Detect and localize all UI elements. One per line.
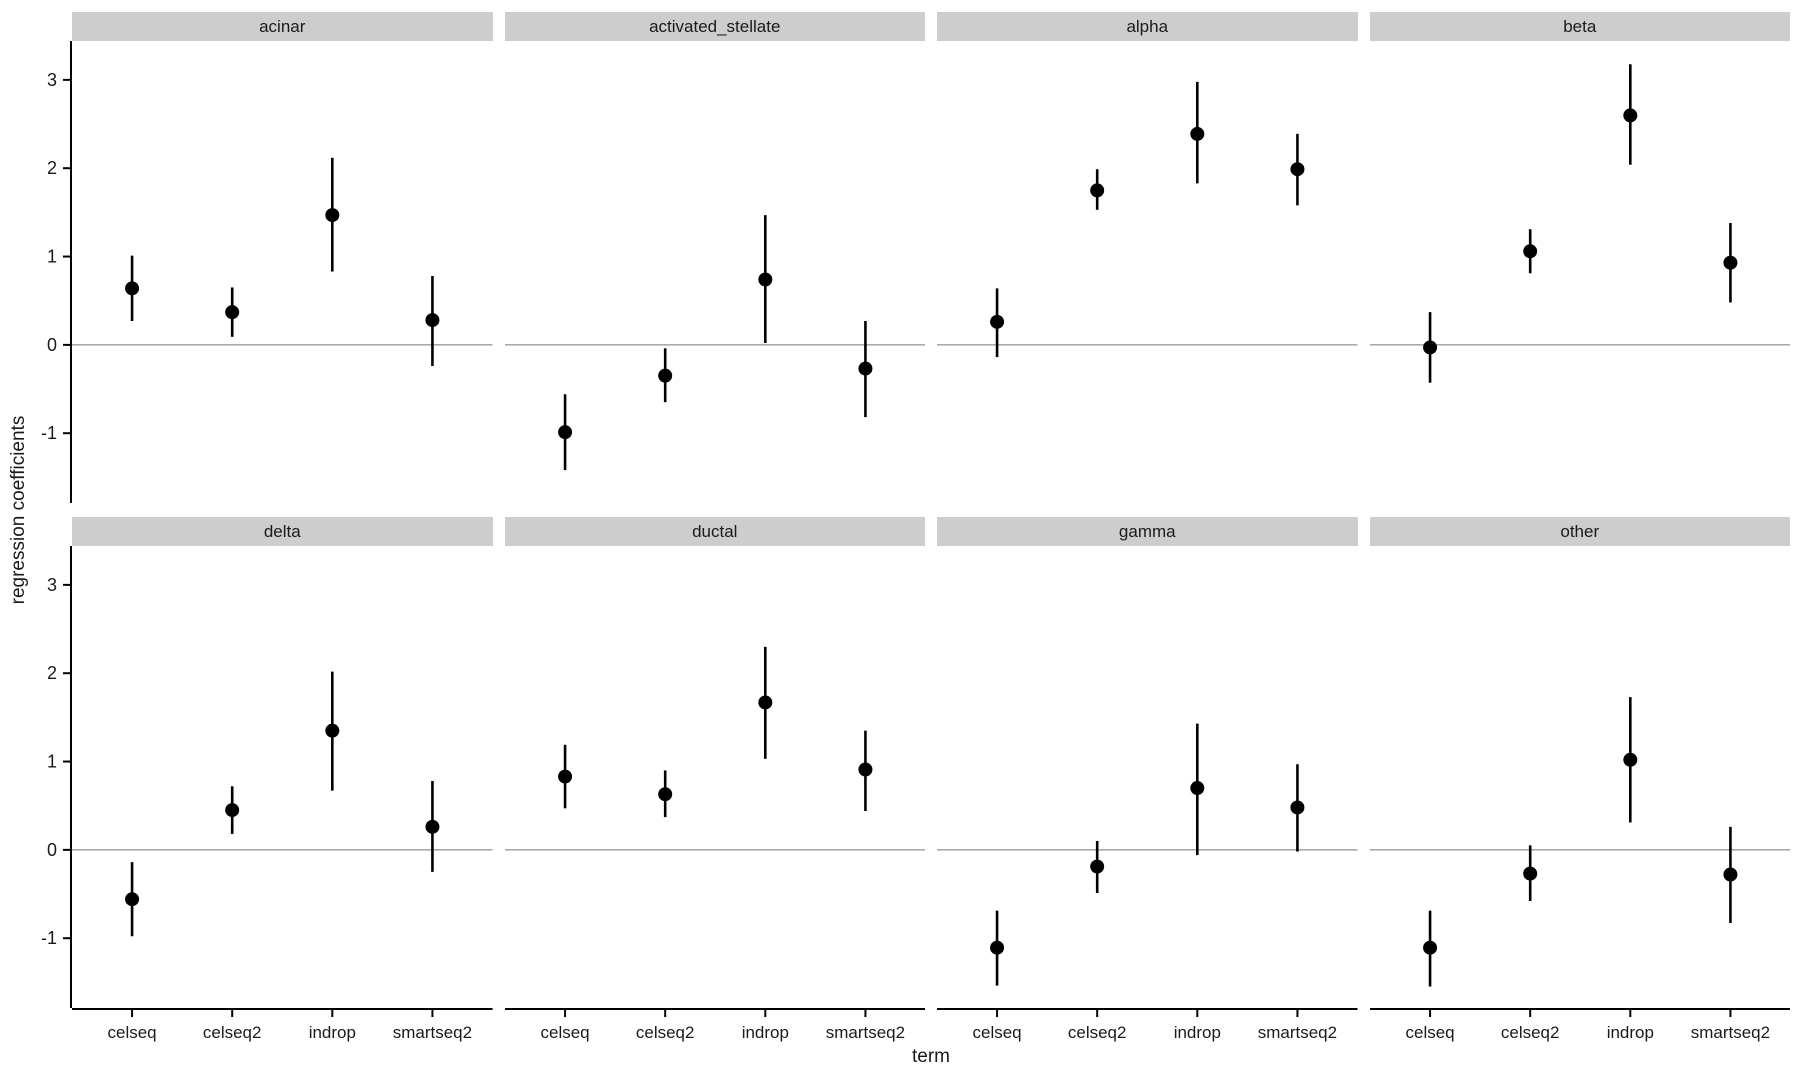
facet-strip: acinar: [72, 12, 493, 41]
svg-text:2: 2: [47, 158, 57, 178]
svg-text:indrop: indrop: [741, 1023, 788, 1042]
facet-delta: delta: [72, 517, 493, 1008]
svg-text:0: 0: [47, 840, 57, 860]
facet-panel: [1369, 64, 1790, 383]
facet-gamma: gamma: [937, 517, 1358, 1008]
facet-strip: ductal: [504, 517, 925, 546]
svg-text:celseq2: celseq2: [1500, 1023, 1559, 1042]
x-axis-spacer: [0, 1008, 72, 1044]
y-axis: -1 0 1 2 3: [41, 546, 72, 1008]
x-axis: celseq celseq2 indrop smartseq2: [1369, 1008, 1790, 1042]
facet-alpha: alpha: [937, 12, 1358, 503]
svg-text:celseq2: celseq2: [1068, 1023, 1127, 1042]
svg-text:smartseq2: smartseq2: [393, 1023, 472, 1042]
facet-panel: [937, 723, 1358, 986]
facet-title: acinar: [259, 16, 306, 36]
facet-row-bottom: -1 0 1 2 3 delta ductal gamma other: [0, 517, 1790, 1008]
svg-text:-1: -1: [41, 423, 57, 443]
facet-strip: other: [1369, 517, 1790, 546]
x-axis: celseq celseq2 indrop smartseq2: [937, 1008, 1358, 1042]
svg-text:1: 1: [47, 247, 57, 267]
svg-text:smartseq2: smartseq2: [825, 1023, 904, 1042]
x-axis-row: celseq celseq2 indrop smartseq2 celseq celse…: [0, 1008, 1790, 1044]
svg-text:celseq: celseq: [108, 1023, 157, 1042]
svg-text:celseq2: celseq2: [203, 1023, 262, 1042]
facet-title: activated_stellate: [649, 16, 781, 36]
facet-panel: [504, 215, 925, 471]
facet-title: other: [1560, 521, 1600, 541]
svg-text:-1: -1: [41, 928, 57, 948]
facet-strip: activated_stellate: [504, 12, 925, 41]
svg-text:celseq: celseq: [973, 1023, 1022, 1042]
facet-panel: [72, 671, 493, 937]
facet-strip: delta: [72, 517, 493, 546]
facet-strip: beta: [1369, 12, 1790, 41]
x-axis: celseq celseq2 indrop smartseq2: [504, 1008, 925, 1042]
svg-text:celseq: celseq: [540, 1023, 589, 1042]
svg-text:celseq2: celseq2: [635, 1023, 694, 1042]
facet-title: beta: [1563, 16, 1597, 36]
svg-text:2: 2: [47, 663, 57, 683]
facet-strip: gamma: [937, 517, 1358, 546]
facet-panel: [504, 646, 925, 851]
facet-panel: [1369, 697, 1790, 987]
svg-text:indrop: indrop: [309, 1023, 356, 1042]
svg-text:0: 0: [47, 335, 57, 355]
facet-title: gamma: [1118, 521, 1176, 541]
svg-text:celseq: celseq: [1405, 1023, 1454, 1042]
facet-beta: beta: [1369, 12, 1790, 503]
svg-text:indrop: indrop: [1174, 1023, 1221, 1042]
facet-strip: alpha: [937, 12, 1358, 41]
svg-text:1: 1: [47, 752, 57, 772]
facet-ductal: ductal: [504, 517, 925, 1008]
svg-text:smartseq2: smartseq2: [1258, 1023, 1337, 1042]
facet-title: ductal: [692, 521, 738, 541]
svg-text:indrop: indrop: [1606, 1023, 1653, 1042]
x-axis-title: term: [912, 1046, 950, 1067]
facet-row-top: -1 0 1 2 3 acinar activated_stellate alpha b…: [0, 12, 1790, 503]
facet-activated-stellate: activated_stellate: [504, 12, 925, 503]
y-axis: -1 0 1 2 3: [41, 41, 72, 503]
facet-acinar: acinar: [72, 12, 493, 503]
facet-panel: [72, 157, 493, 366]
svg-text:3: 3: [47, 70, 57, 90]
y-axis-title: regression coefficients: [8, 415, 29, 605]
svg-text:3: 3: [47, 575, 57, 595]
facet-title: alpha: [1126, 16, 1169, 36]
facet-title: delta: [263, 521, 301, 541]
x-axis: celseq celseq2 indrop smartseq2: [72, 1008, 493, 1042]
svg-text:smartseq2: smartseq2: [1690, 1023, 1769, 1042]
facet-other: other: [1369, 517, 1790, 1008]
facet-panel: [937, 81, 1358, 358]
